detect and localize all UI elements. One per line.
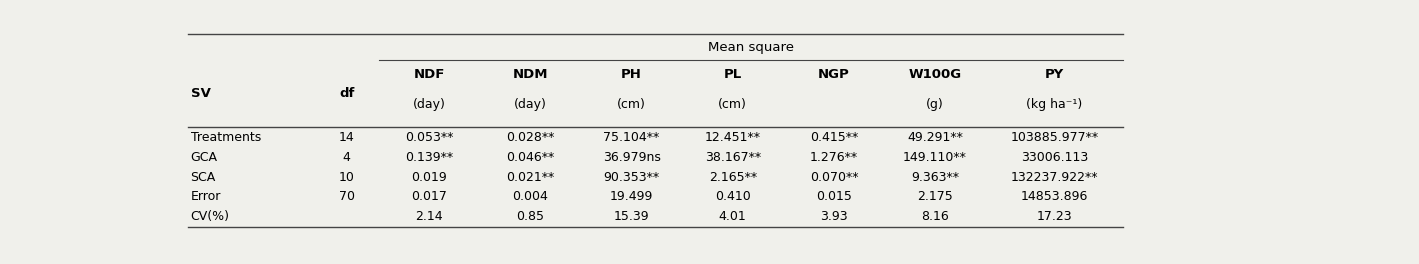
Text: 2.165**: 2.165** <box>708 171 756 183</box>
Text: 14: 14 <box>339 131 355 144</box>
Text: (day): (day) <box>514 98 546 111</box>
Text: W100G: W100G <box>908 68 962 81</box>
Text: Mean square: Mean square <box>708 41 793 54</box>
Text: 36.979ns: 36.979ns <box>603 150 660 164</box>
Text: 0.019: 0.019 <box>412 171 447 183</box>
Text: 0.410: 0.410 <box>715 190 751 204</box>
Text: SCA: SCA <box>190 171 216 183</box>
Text: 0.021**: 0.021** <box>507 171 555 183</box>
Text: 38.167**: 38.167** <box>705 150 761 164</box>
Text: PH: PH <box>622 68 641 81</box>
Text: 90.353**: 90.353** <box>603 171 660 183</box>
Text: (g): (g) <box>927 98 944 111</box>
Text: 3.93: 3.93 <box>820 210 847 223</box>
Text: 49.291**: 49.291** <box>907 131 964 144</box>
Text: (day): (day) <box>413 98 446 111</box>
Text: 4.01: 4.01 <box>719 210 746 223</box>
Text: 0.017: 0.017 <box>412 190 447 204</box>
Text: 132237.922**: 132237.922** <box>1010 171 1098 183</box>
Text: 149.110**: 149.110** <box>902 150 966 164</box>
Text: 70: 70 <box>339 190 355 204</box>
Text: 4: 4 <box>343 150 350 164</box>
Text: 33006.113: 33006.113 <box>1020 150 1088 164</box>
Text: GCA: GCA <box>190 150 217 164</box>
Text: SV: SV <box>190 87 210 100</box>
Text: 0.028**: 0.028** <box>507 131 555 144</box>
Text: Treatments: Treatments <box>190 131 261 144</box>
Text: 15.39: 15.39 <box>614 210 650 223</box>
Text: 8.16: 8.16 <box>921 210 949 223</box>
Text: 1.276**: 1.276** <box>810 150 858 164</box>
Text: 10: 10 <box>339 171 355 183</box>
Text: (cm): (cm) <box>718 98 748 111</box>
Text: 2.175: 2.175 <box>917 190 954 204</box>
Text: NDF: NDF <box>413 68 446 81</box>
Text: 12.451**: 12.451** <box>705 131 761 144</box>
Text: Error: Error <box>190 190 221 204</box>
Text: 0.415**: 0.415** <box>810 131 858 144</box>
Text: 19.499: 19.499 <box>610 190 653 204</box>
Text: 0.004: 0.004 <box>512 190 548 204</box>
Text: (kg ha⁻¹): (kg ha⁻¹) <box>1026 98 1083 111</box>
Text: 0.053**: 0.053** <box>404 131 454 144</box>
Text: df: df <box>339 87 355 100</box>
Text: 0.070**: 0.070** <box>810 171 858 183</box>
Text: 2.14: 2.14 <box>416 210 443 223</box>
Text: NDM: NDM <box>512 68 548 81</box>
Text: 0.85: 0.85 <box>517 210 545 223</box>
Text: CV(%): CV(%) <box>190 210 230 223</box>
Text: 75.104**: 75.104** <box>603 131 660 144</box>
Text: 14853.896: 14853.896 <box>1020 190 1088 204</box>
Text: 9.363**: 9.363** <box>911 171 959 183</box>
Text: 0.046**: 0.046** <box>507 150 555 164</box>
Text: 17.23: 17.23 <box>1037 210 1073 223</box>
Text: 0.015: 0.015 <box>816 190 851 204</box>
Text: PY: PY <box>1044 68 1064 81</box>
Text: 103885.977**: 103885.977** <box>1010 131 1098 144</box>
Text: (cm): (cm) <box>617 98 646 111</box>
Text: NGP: NGP <box>817 68 850 81</box>
Text: 0.139**: 0.139** <box>406 150 453 164</box>
Text: PL: PL <box>724 68 742 81</box>
